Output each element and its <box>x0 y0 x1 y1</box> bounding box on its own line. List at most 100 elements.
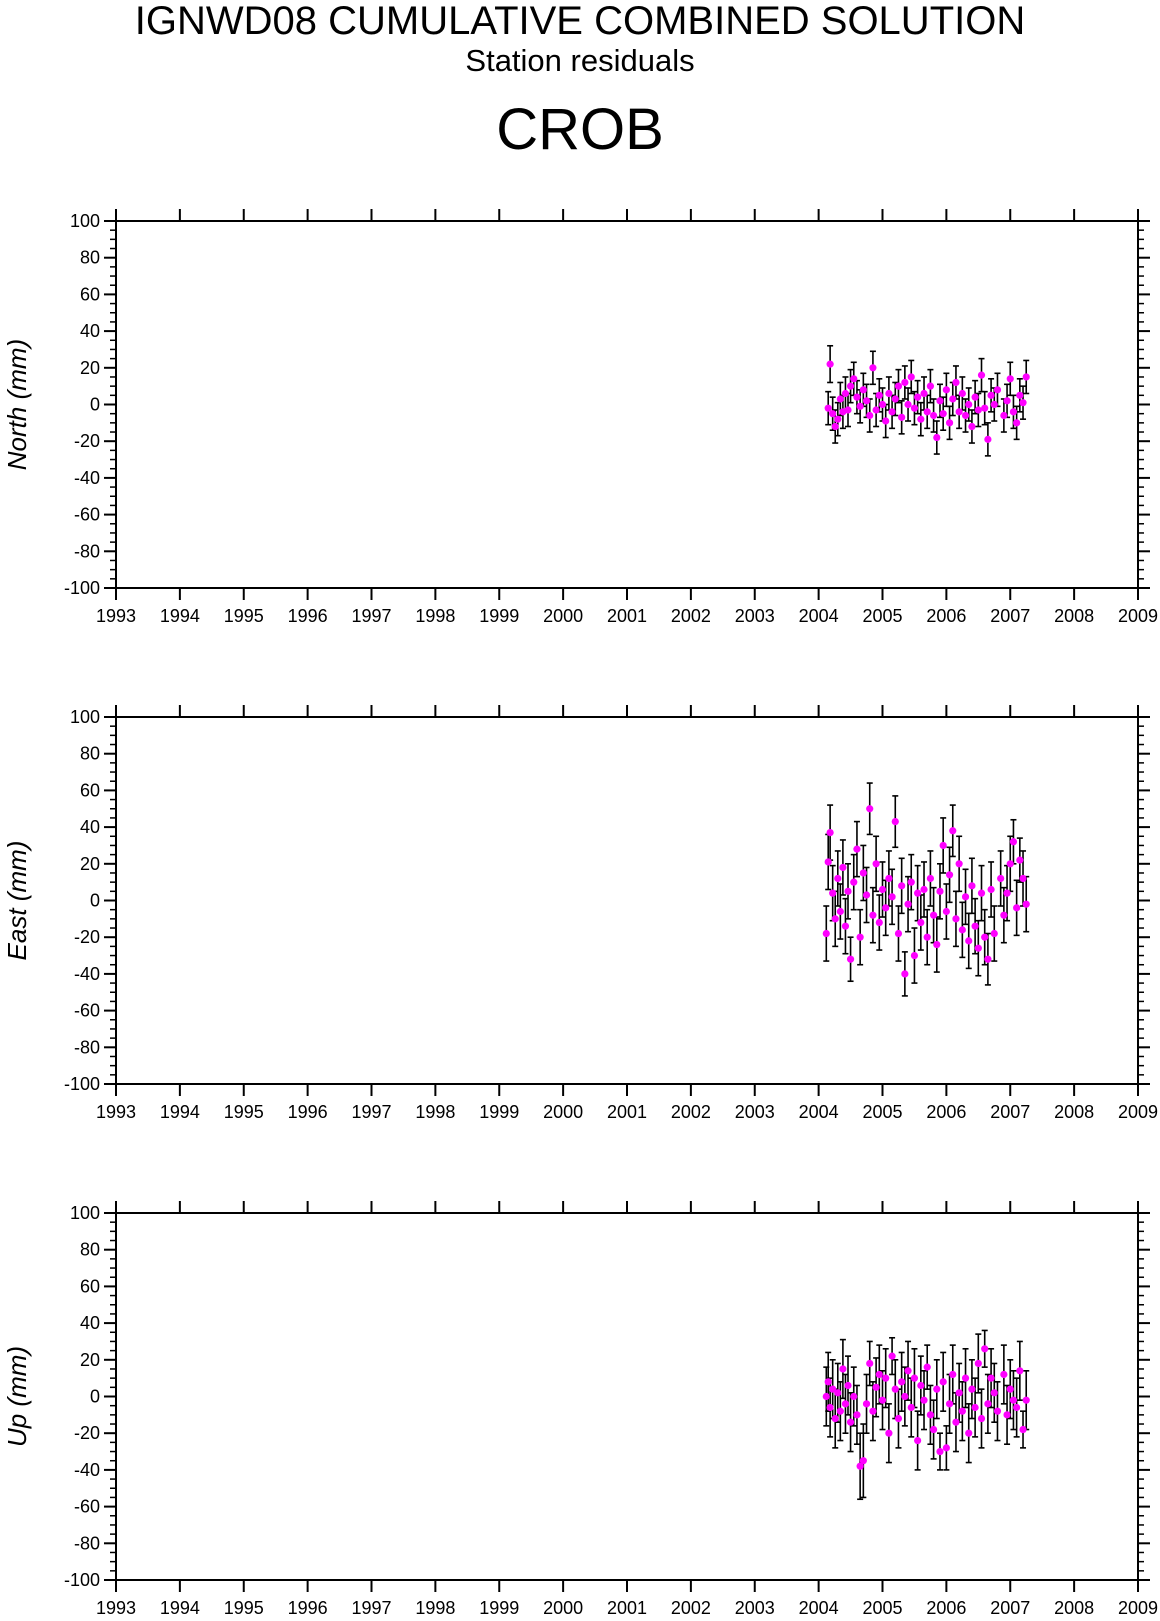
east-plot-frame <box>115 716 1139 1085</box>
east-data-point <box>958 926 966 934</box>
east-data-point <box>901 970 909 978</box>
up-x-tick-label: 1998 <box>415 1598 455 1618</box>
up-x-tick-label: 2001 <box>607 1598 647 1618</box>
north-data-point <box>888 408 896 416</box>
up-data-point <box>1009 1396 1018 1404</box>
north-data-point <box>824 404 832 412</box>
north-data-point <box>826 360 834 368</box>
east-data-point <box>850 878 858 886</box>
up-data-point <box>1000 1370 1008 1379</box>
up-y-axis-title: Up (mm) <box>2 1346 32 1447</box>
east-y-tick-label: 0 <box>90 891 100 911</box>
east-data-point <box>1016 856 1024 864</box>
up-data-point <box>926 1411 935 1419</box>
east-data-point <box>1003 889 1011 897</box>
north-x-tick-label: 2006 <box>926 606 966 626</box>
north-data-point <box>949 395 957 403</box>
east-x-tick-label: 2007 <box>990 1102 1030 1122</box>
east-x-tick-label: 2005 <box>862 1102 902 1122</box>
north-x-tick-label: 1995 <box>224 606 264 626</box>
up-x-tick-label: 1994 <box>160 1598 200 1618</box>
up-y-tick-label: -20 <box>74 1423 100 1443</box>
up-data-point <box>965 1429 973 1437</box>
north-data-point <box>907 373 915 381</box>
up-y-tick-label: -40 <box>74 1460 100 1480</box>
up-data-point <box>846 1418 855 1426</box>
up-x-tick-label: 1993 <box>96 1598 136 1618</box>
east-x-tick-label: 1994 <box>160 1102 200 1122</box>
east-data-point <box>856 933 864 941</box>
up-data-point <box>859 1457 867 1465</box>
east-x-tick-label: 1999 <box>479 1102 519 1122</box>
east-y-tick-label: -20 <box>74 927 100 947</box>
north-data-point <box>926 382 935 390</box>
up-data-point <box>981 1345 989 1353</box>
north-data-point <box>920 389 928 398</box>
east-data-point <box>839 863 847 872</box>
north-data-point <box>894 382 903 390</box>
north-data-point <box>942 386 950 394</box>
north-data-point <box>844 406 852 414</box>
north-y-tick-label: 0 <box>90 395 100 415</box>
up-data-point <box>888 1352 896 1360</box>
east-x-tick-label: 2004 <box>799 1102 839 1122</box>
north-x-tick-label: 2009 <box>1118 606 1158 626</box>
east-data-point <box>930 911 938 919</box>
up-data-point <box>904 1367 912 1375</box>
north-data-point <box>971 393 979 401</box>
east-y-tick-label: -100 <box>64 1074 100 1094</box>
north-data-point <box>850 375 858 383</box>
east-y-tick-label: -40 <box>74 964 100 984</box>
east-data-point <box>971 922 979 930</box>
up-data-point <box>901 1392 909 1401</box>
east-x-tick-label: 1998 <box>415 1102 455 1122</box>
page-title: IGNWD08 CUMULATIVE COMBINED SOLUTION <box>134 0 1026 43</box>
east-data-point <box>891 817 899 826</box>
north-data-point <box>1006 375 1014 383</box>
east-data-point <box>987 885 995 894</box>
east-data-point <box>822 929 830 938</box>
up-data-point <box>920 1396 928 1404</box>
up-x-tick-label: 2002 <box>671 1598 711 1618</box>
north-data-point <box>952 378 960 387</box>
east-data-point <box>1009 838 1018 846</box>
north-y-tick-label: 80 <box>80 248 100 268</box>
up-x-tick-label: 2006 <box>926 1598 966 1618</box>
north-data-point <box>829 410 837 418</box>
station-name: CROB <box>496 97 664 162</box>
east-data-point <box>859 869 867 877</box>
east-data-point <box>831 915 839 923</box>
east-data-point <box>862 891 871 899</box>
east-data-point <box>926 874 935 883</box>
up-data-point <box>898 1378 906 1386</box>
north-data-point <box>869 364 877 372</box>
up-data-point <box>1022 1396 1030 1404</box>
north-data-point <box>875 391 883 399</box>
north-data-point <box>846 382 855 390</box>
east-x-tick-label: 1997 <box>351 1102 391 1122</box>
up-data-point <box>891 1385 899 1393</box>
up-data-point <box>1016 1367 1024 1375</box>
up-data-point <box>862 1400 871 1408</box>
up-x-tick-label: 2005 <box>862 1598 902 1618</box>
up-x-tick-label: 2007 <box>990 1598 1030 1618</box>
east-y-tick-label: 100 <box>70 707 100 727</box>
north-data-point <box>1016 391 1024 399</box>
north-data-point <box>859 386 867 394</box>
north-x-tick-label: 2000 <box>543 606 583 626</box>
north-data-point <box>841 389 850 398</box>
up-y-tick-label: -80 <box>74 1533 100 1553</box>
east-y-tick-label: 20 <box>80 854 100 874</box>
north-data-point <box>866 411 874 420</box>
up-data-point <box>942 1444 950 1452</box>
up-data-point <box>1013 1403 1021 1412</box>
east-data-point <box>1006 860 1014 868</box>
up-data-point <box>933 1385 941 1393</box>
north-x-tick-label: 2001 <box>607 606 647 626</box>
up-x-tick-label: 2008 <box>1054 1598 1094 1618</box>
up-data-point <box>936 1447 944 1456</box>
up-data-point <box>853 1411 861 1419</box>
east-data-point <box>824 858 832 866</box>
north-data-point <box>1003 397 1011 405</box>
up-plot-frame <box>115 1212 1139 1581</box>
